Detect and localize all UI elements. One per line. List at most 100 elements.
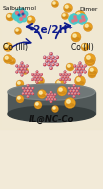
Circle shape xyxy=(52,57,54,58)
Circle shape xyxy=(31,78,34,81)
Circle shape xyxy=(47,56,51,59)
Circle shape xyxy=(68,87,70,89)
Ellipse shape xyxy=(16,31,20,33)
Circle shape xyxy=(59,73,62,76)
Bar xyxy=(0,0,103,129)
Ellipse shape xyxy=(17,84,23,86)
Circle shape xyxy=(75,88,76,89)
Circle shape xyxy=(49,94,51,96)
Circle shape xyxy=(80,20,82,22)
Circle shape xyxy=(85,71,86,73)
Circle shape xyxy=(78,88,79,89)
Circle shape xyxy=(74,65,75,67)
Circle shape xyxy=(48,57,50,58)
Circle shape xyxy=(67,100,70,103)
Circle shape xyxy=(47,96,49,98)
Circle shape xyxy=(50,53,52,55)
Circle shape xyxy=(50,96,52,98)
Circle shape xyxy=(81,65,82,67)
Text: Co (II): Co (II) xyxy=(71,43,94,52)
Circle shape xyxy=(62,73,65,76)
Circle shape xyxy=(36,77,44,85)
Circle shape xyxy=(45,59,49,63)
Circle shape xyxy=(66,74,67,75)
Text: -2e/2H⁺: -2e/2H⁺ xyxy=(30,25,73,35)
Circle shape xyxy=(70,15,74,19)
Circle shape xyxy=(24,68,27,70)
Circle shape xyxy=(60,74,61,75)
Circle shape xyxy=(46,94,48,96)
Circle shape xyxy=(18,68,19,69)
Circle shape xyxy=(72,88,73,89)
Circle shape xyxy=(21,62,23,64)
Circle shape xyxy=(19,65,22,67)
Circle shape xyxy=(64,82,66,83)
Ellipse shape xyxy=(35,105,41,107)
Circle shape xyxy=(82,19,86,23)
Circle shape xyxy=(43,63,46,66)
Circle shape xyxy=(53,97,54,98)
Circle shape xyxy=(32,93,34,95)
Circle shape xyxy=(49,94,50,95)
Circle shape xyxy=(16,65,17,66)
Circle shape xyxy=(34,73,37,76)
Circle shape xyxy=(52,64,53,65)
Circle shape xyxy=(23,65,24,66)
Circle shape xyxy=(80,17,84,21)
Circle shape xyxy=(84,22,92,32)
Circle shape xyxy=(56,56,59,59)
Circle shape xyxy=(79,62,80,63)
Ellipse shape xyxy=(7,17,13,19)
Circle shape xyxy=(57,81,60,84)
Circle shape xyxy=(23,71,24,72)
Circle shape xyxy=(57,86,67,96)
Circle shape xyxy=(25,68,26,70)
Circle shape xyxy=(22,87,24,89)
Circle shape xyxy=(77,13,80,16)
Circle shape xyxy=(35,79,36,80)
Circle shape xyxy=(55,79,65,89)
Text: Co (III): Co (III) xyxy=(3,43,28,52)
Circle shape xyxy=(70,90,71,91)
Circle shape xyxy=(24,90,25,91)
Circle shape xyxy=(20,71,21,73)
Circle shape xyxy=(79,68,81,70)
Circle shape xyxy=(66,79,67,80)
Circle shape xyxy=(54,94,56,96)
Ellipse shape xyxy=(82,47,88,49)
Circle shape xyxy=(48,64,50,65)
Circle shape xyxy=(59,78,62,81)
Circle shape xyxy=(46,99,47,100)
Circle shape xyxy=(35,79,36,80)
Circle shape xyxy=(26,65,29,67)
Circle shape xyxy=(87,56,90,59)
Circle shape xyxy=(69,79,70,80)
Circle shape xyxy=(63,14,65,16)
Circle shape xyxy=(76,68,77,69)
Circle shape xyxy=(35,74,36,75)
Circle shape xyxy=(79,74,80,75)
Circle shape xyxy=(70,90,71,91)
Circle shape xyxy=(22,93,24,95)
Circle shape xyxy=(70,90,72,92)
Ellipse shape xyxy=(76,17,84,19)
Circle shape xyxy=(21,16,27,22)
Circle shape xyxy=(50,101,52,103)
Ellipse shape xyxy=(76,81,84,84)
Circle shape xyxy=(21,74,22,75)
Circle shape xyxy=(20,13,26,19)
Circle shape xyxy=(32,87,34,89)
Circle shape xyxy=(19,70,22,73)
Circle shape xyxy=(67,76,69,78)
Circle shape xyxy=(73,84,75,87)
Circle shape xyxy=(41,79,42,80)
Circle shape xyxy=(72,89,75,93)
Circle shape xyxy=(73,96,74,97)
Circle shape xyxy=(79,74,81,76)
Circle shape xyxy=(61,76,63,78)
Circle shape xyxy=(27,85,29,86)
Circle shape xyxy=(36,71,37,72)
Text: IL@NC-Co: IL@NC-Co xyxy=(29,115,74,124)
Circle shape xyxy=(74,65,75,66)
Circle shape xyxy=(50,60,51,61)
